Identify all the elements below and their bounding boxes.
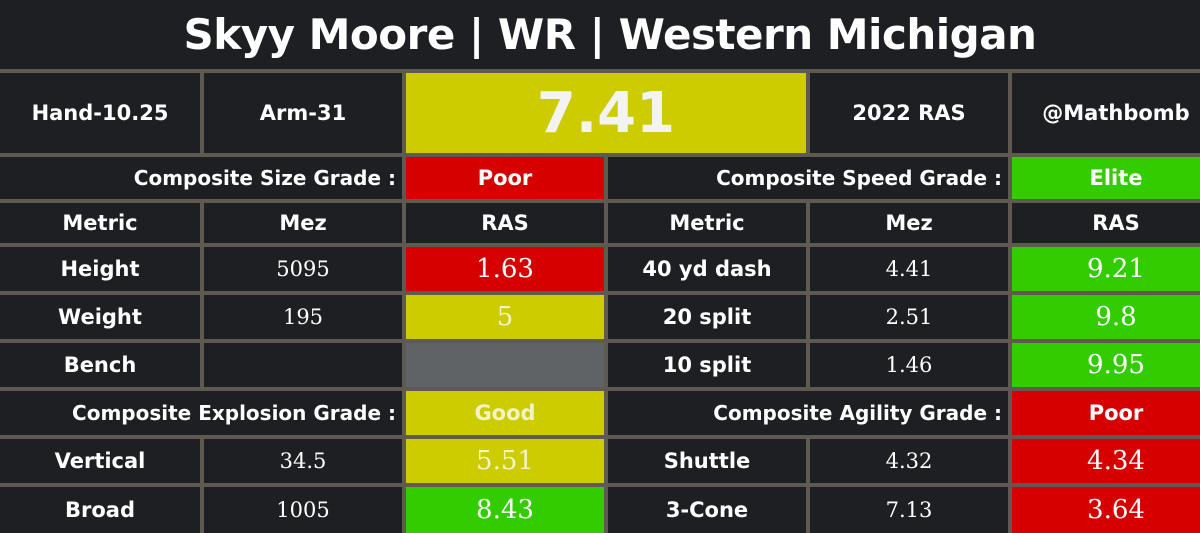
metric-ras: 5.51: [406, 439, 604, 483]
overall-ras-score: 7.41: [406, 73, 806, 153]
metric-name: 20 split: [608, 295, 806, 339]
metric-measurement: 7.13: [810, 487, 1008, 533]
metric-name: Vertical: [0, 439, 200, 483]
explosion-grade-label: Composite Explosion Grade :: [0, 391, 402, 435]
explosion-grade-badge: Good: [406, 391, 604, 435]
metric-name: 3-Cone: [608, 487, 806, 533]
metric-ras: [406, 343, 604, 387]
metric-name: Weight: [0, 295, 200, 339]
metric-ras: 9.95: [1012, 343, 1200, 387]
metric-measurement: 4.32: [810, 439, 1008, 483]
speed-grade-label: Composite Speed Grade :: [608, 157, 1008, 199]
column-header-ras: RAS: [1012, 203, 1200, 243]
metric-name: 40 yd dash: [608, 247, 806, 291]
metric-measurement: 4.41: [810, 247, 1008, 291]
column-header-metric: Metric: [0, 203, 200, 243]
speed-grade-badge: Elite: [1012, 157, 1200, 199]
metric-name: Bench: [0, 343, 200, 387]
metric-measurement: 1005: [204, 487, 402, 533]
metric-ras: 8.43: [406, 487, 604, 533]
metric-measurement: 1.46: [810, 343, 1008, 387]
metric-ras: 3.64: [1012, 487, 1200, 533]
metric-ras: 1.63: [406, 247, 604, 291]
agility-grade-label: Composite Agility Grade :: [608, 391, 1008, 435]
metric-name: Height: [0, 247, 200, 291]
metric-measurement: 195: [204, 295, 402, 339]
metric-name: 10 split: [608, 343, 806, 387]
metric-ras: 9.21: [1012, 247, 1200, 291]
metric-name: Broad: [0, 487, 200, 533]
column-header-mez: Mez: [810, 203, 1008, 243]
size-grade-label: Composite Size Grade :: [0, 157, 402, 199]
metric-name: Shuttle: [608, 439, 806, 483]
column-header-mez: Mez: [204, 203, 402, 243]
column-header-ras: RAS: [406, 203, 604, 243]
metric-measurement: 34.5: [204, 439, 402, 483]
page-title: Skyy Moore | WR | Western Michigan: [0, 0, 1200, 69]
column-header-metric: Metric: [608, 203, 806, 243]
metric-measurement: 2.51: [810, 295, 1008, 339]
metric-ras: 5: [406, 295, 604, 339]
ras-year-label: 2022 RAS: [810, 73, 1008, 153]
metric-measurement: 5095: [204, 247, 402, 291]
metric-ras: 9.8: [1012, 295, 1200, 339]
metric-ras: 4.34: [1012, 439, 1200, 483]
hand-size: Hand-10.25: [0, 73, 200, 153]
author-handle: @Mathbomb: [1012, 73, 1200, 153]
size-grade-badge: Poor: [406, 157, 604, 199]
agility-grade-badge: Poor: [1012, 391, 1200, 435]
metric-measurement: [204, 343, 402, 387]
arm-length: Arm-31: [204, 73, 402, 153]
